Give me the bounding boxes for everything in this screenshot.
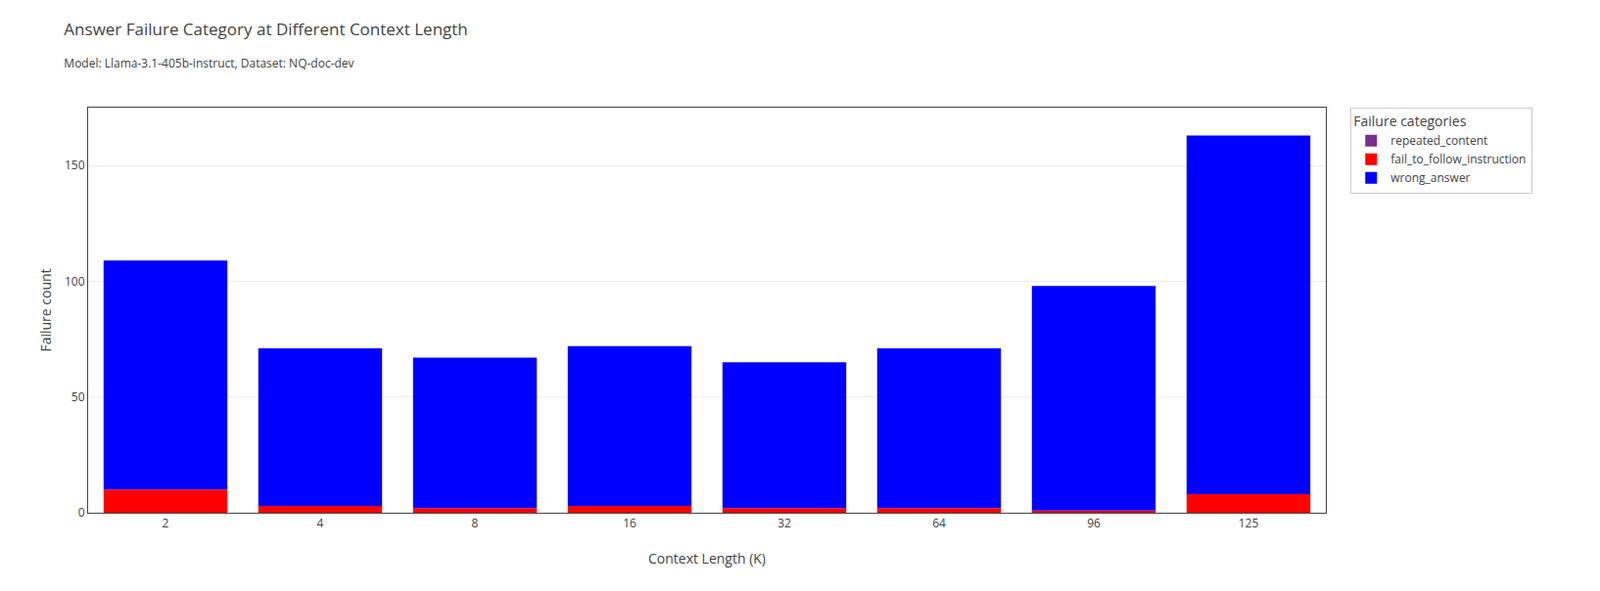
- svg-text:fail_to_follow_instruction: fail_to_follow_instruction: [1390, 150, 1526, 168]
- svg-text:Model: Llama-3.1-405b-instruct: Model: Llama-3.1-405b-instruct, Dataset:…: [63, 54, 354, 72]
- svg-text:8: 8: [471, 515, 479, 532]
- svg-text:125: 125: [1238, 515, 1260, 532]
- svg-text:96: 96: [1086, 515, 1101, 532]
- svg-text:0: 0: [78, 504, 86, 521]
- svg-text:4: 4: [317, 515, 325, 532]
- svg-text:Failure categories: Failure categories: [1353, 111, 1466, 131]
- svg-text:150: 150: [64, 156, 86, 174]
- svg-text:wrong_answer: wrong_answer: [1390, 169, 1470, 187]
- svg-text:64: 64: [932, 515, 946, 532]
- svg-text:Context Length (K): Context Length (K): [648, 549, 766, 568]
- svg-text:50: 50: [71, 388, 86, 406]
- svg-text:32: 32: [777, 515, 792, 532]
- svg-text:repeated_content: repeated_content: [1390, 132, 1488, 149]
- svg-text:100: 100: [64, 273, 86, 290]
- svg-text:2: 2: [162, 515, 170, 532]
- svg-text:16: 16: [622, 515, 637, 532]
- svg-text:Answer Failure Category at Dif: Answer Failure Category at Different Con…: [63, 17, 468, 41]
- svg-text:Failure count: Failure count: [36, 268, 55, 352]
